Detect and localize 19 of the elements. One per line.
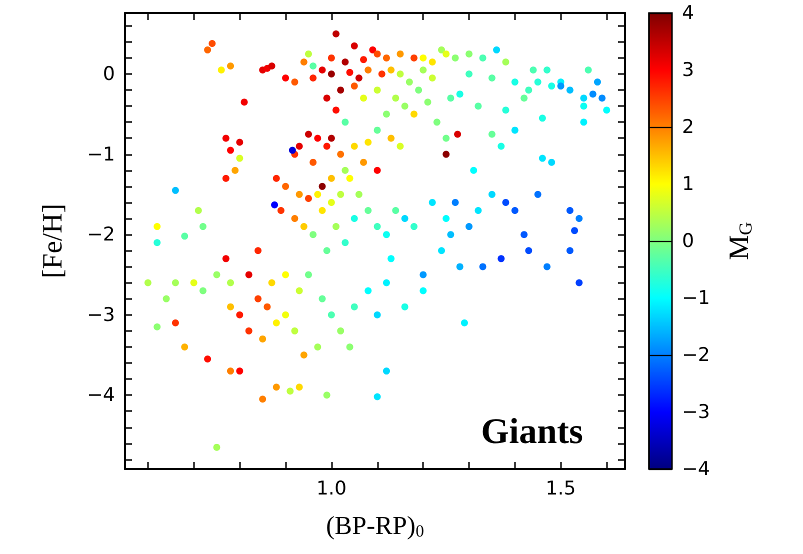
color-bar-label: −2 xyxy=(682,344,710,366)
color-bar-title: MG xyxy=(724,222,756,260)
x-tick-label: 1.5 xyxy=(546,478,576,500)
color-bar-label: −3 xyxy=(682,401,710,423)
y-tick-label: −3 xyxy=(86,304,115,326)
color-bar-label: 2 xyxy=(682,116,694,138)
y-tick-label: −4 xyxy=(86,384,115,406)
annotation: Giants xyxy=(480,411,584,451)
color-bar-label: −1 xyxy=(682,287,710,309)
color-bar-label: 3 xyxy=(682,59,694,81)
color-bar-label: 1 xyxy=(682,173,694,195)
y-tick-label: −1 xyxy=(86,143,115,166)
color-bar-label: 0 xyxy=(682,230,694,252)
x-tick-label: 1.0 xyxy=(316,478,347,500)
y-tick-label: −2 xyxy=(86,224,115,246)
y-axis-title: [Fe/H] xyxy=(38,204,68,278)
color-bar-label: 4 xyxy=(682,2,694,24)
color-bar-label: −4 xyxy=(682,458,710,480)
y-tick-label: 0 xyxy=(102,63,115,86)
